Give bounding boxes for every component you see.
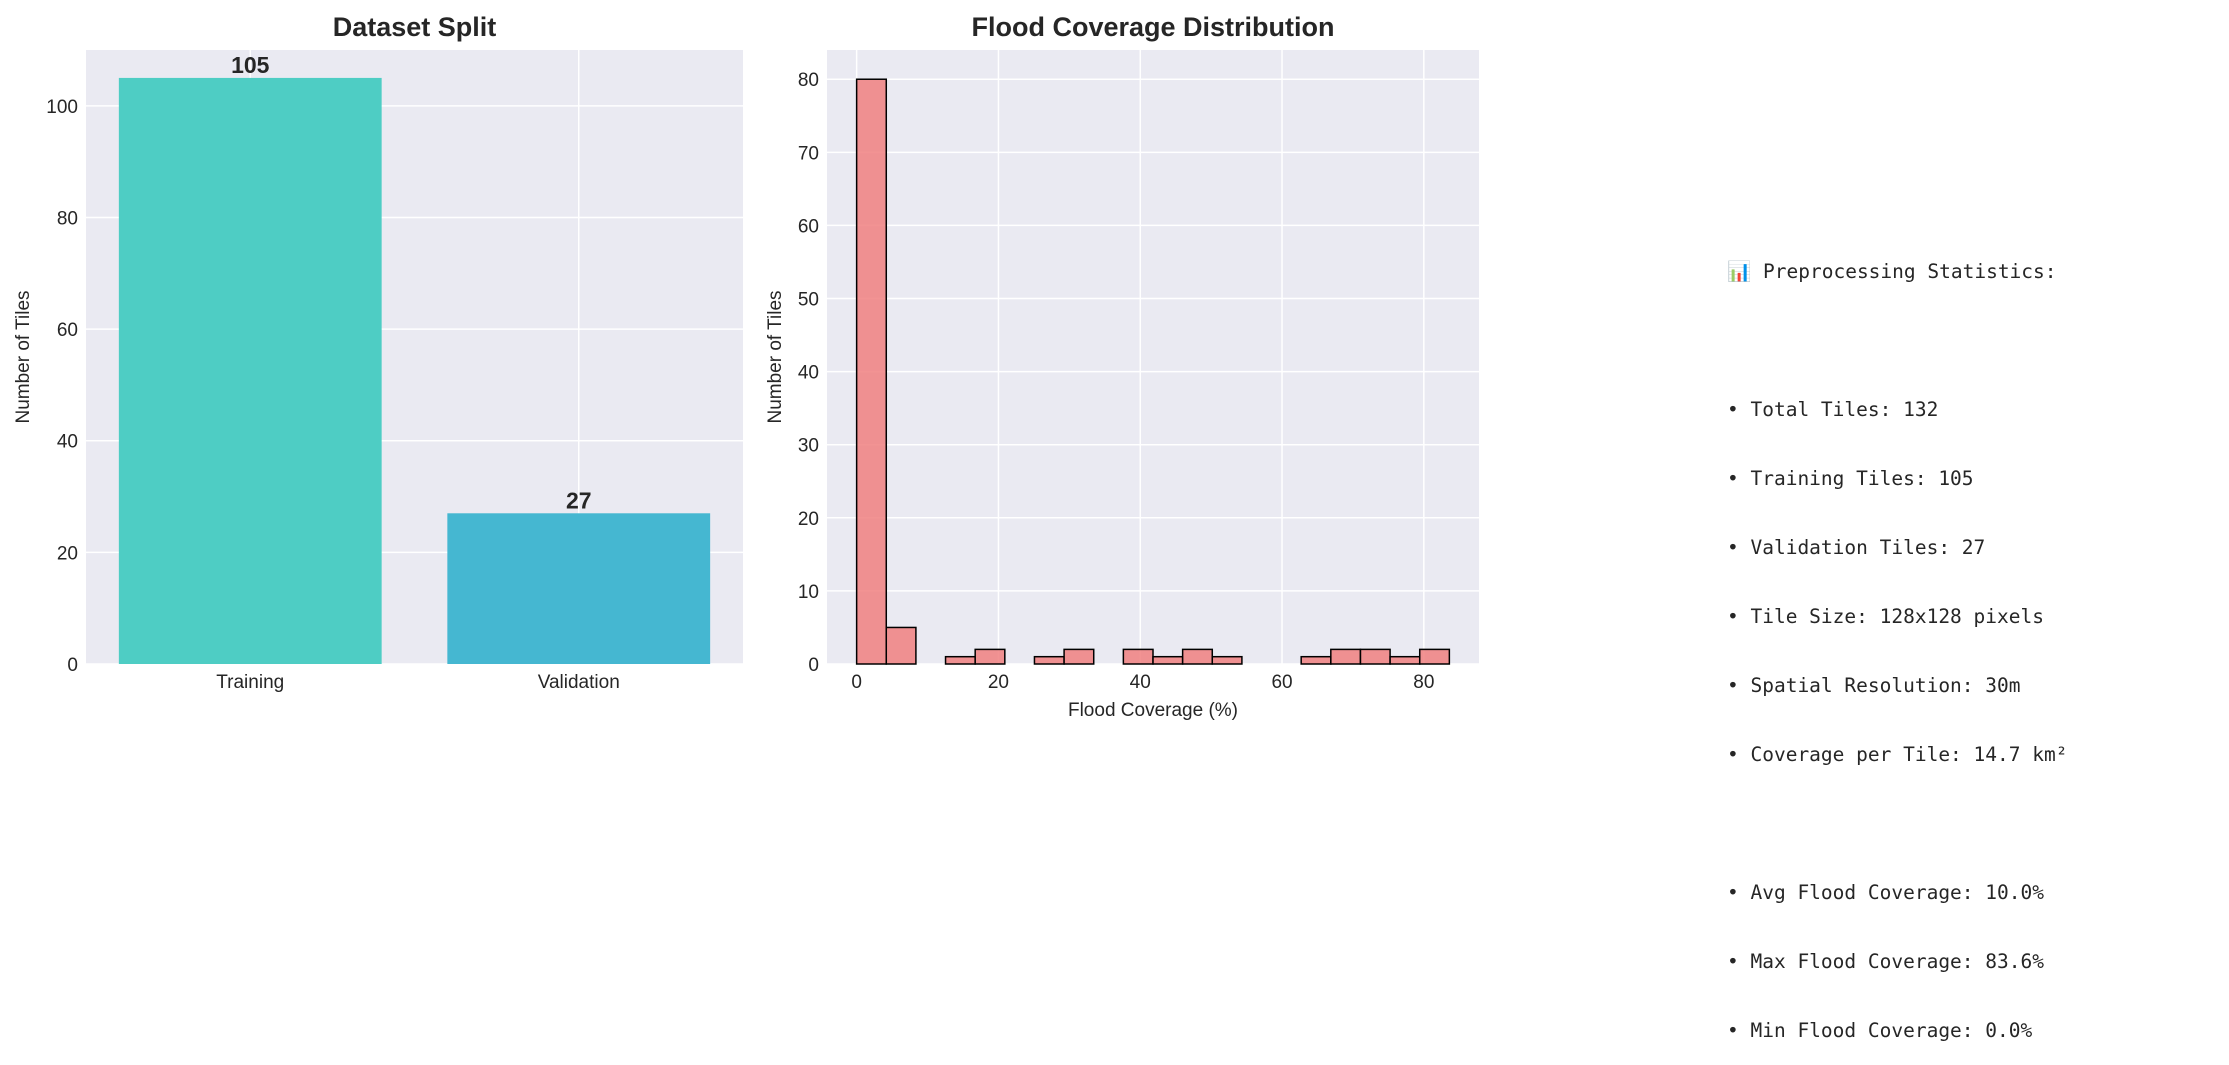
x-tick-label: 0 [851, 672, 862, 693]
bar-data-label: 27 [566, 487, 592, 513]
x-tick-label: Validation [538, 672, 620, 693]
histogram-bar [885, 626, 917, 665]
flood-coverage-bars [855, 78, 1451, 665]
y-tick-label: 0 [67, 655, 78, 676]
y-tick-label: 30 [798, 436, 819, 457]
histogram-bar [1122, 648, 1154, 665]
histogram-bar [1300, 655, 1332, 665]
histogram-bar [1152, 655, 1184, 665]
x-tick-label: Training [216, 672, 284, 693]
histogram-bar [1389, 655, 1421, 665]
y-tick-label: 80 [798, 70, 819, 91]
flood-coverage-ylabel: Number of Tiles [765, 290, 786, 423]
y-tick-label: 50 [798, 290, 819, 311]
histogram-bar [1359, 648, 1391, 665]
stat-min-flood-coverage: • Min Flood Coverage: 0.0% [1727, 1019, 2033, 1042]
stat-training-tiles: • Training Tiles: 105 [1727, 467, 1974, 490]
y-tick-label: 10 [798, 582, 819, 603]
dataset-split-ylabel: Number of Tiles [13, 290, 34, 423]
x-tick-label: 80 [1413, 672, 1434, 693]
histogram-bar [855, 78, 888, 665]
histogram-bar [1181, 648, 1214, 665]
flood-coverage-grid [827, 50, 1479, 665]
histogram-bar [944, 655, 976, 665]
flood-coverage-plot-area [827, 50, 1479, 664]
y-tick-label: 20 [798, 509, 819, 530]
x-tick-label: 40 [1130, 672, 1151, 693]
dataset-split-title: Dataset Split [333, 12, 497, 42]
y-tick-label: 60 [57, 320, 78, 341]
stat-total-tiles: • Total Tiles: 132 [1727, 398, 1939, 421]
stat-max-flood-coverage: • Max Flood Coverage: 83.6% [1727, 950, 2044, 973]
dataset-split-ticks: 0 20 40 60 80 100 Training Validation [46, 97, 619, 693]
histogram-bar [974, 648, 1006, 665]
y-tick-label: 80 [57, 208, 78, 229]
stat-validation-tiles: • Validation Tiles: 27 [1727, 536, 1986, 559]
y-tick-label: 20 [57, 543, 78, 564]
histogram-bar [1063, 648, 1095, 665]
y-tick-label: 0 [808, 655, 819, 676]
flood-coverage-title: Flood Coverage Distribution [971, 12, 1334, 42]
histogram-bar [1418, 648, 1451, 665]
preprocessing-statistics-panel: 📊 Preprocessing Statistics: • Total Tile… [1727, 214, 2187, 1065]
flood-coverage-ticks: 0 20 40 60 80 0 10 20 30 40 50 60 70 80 [798, 70, 1435, 693]
y-tick-label: 60 [798, 216, 819, 237]
bar-validation [447, 513, 711, 664]
histogram-bar [1211, 655, 1243, 665]
histogram-bar [1330, 648, 1362, 665]
stats-heading: 📊 Preprocessing Statistics: [1727, 260, 2057, 283]
stats-spacer [1727, 329, 2187, 352]
y-tick-label: 70 [798, 143, 819, 164]
flood-coverage-xlabel: Flood Coverage (%) [1068, 700, 1238, 721]
bar-training [118, 77, 382, 665]
x-tick-label: 60 [1271, 672, 1292, 693]
dataset-split-bars: 105 27 [118, 52, 711, 665]
x-tick-label: 20 [988, 672, 1009, 693]
y-tick-label: 40 [798, 363, 819, 384]
histogram-bar [1033, 655, 1065, 665]
dataset-split-chart: 105 27 0 20 40 60 80 100 Training Validation Dat… [13, 12, 743, 693]
y-tick-label: 40 [57, 432, 78, 453]
y-tick-label: 100 [46, 97, 78, 118]
stat-spatial-resolution: • Spatial Resolution: 30m [1727, 674, 2021, 697]
stat-avg-flood-coverage: • Avg Flood Coverage: 10.0% [1727, 881, 2044, 904]
stats-spacer [1727, 812, 2187, 835]
stat-coverage-per-tile: • Coverage per Tile: 14.7 km² [1727, 743, 2068, 766]
stat-tile-size: • Tile Size: 128x128 pixels [1727, 605, 2044, 628]
flood-coverage-chart: 0 20 40 60 80 0 10 20 30 40 50 60 70 80 Flood Coverag… [765, 12, 1479, 721]
bar-data-label: 105 [231, 52, 270, 78]
